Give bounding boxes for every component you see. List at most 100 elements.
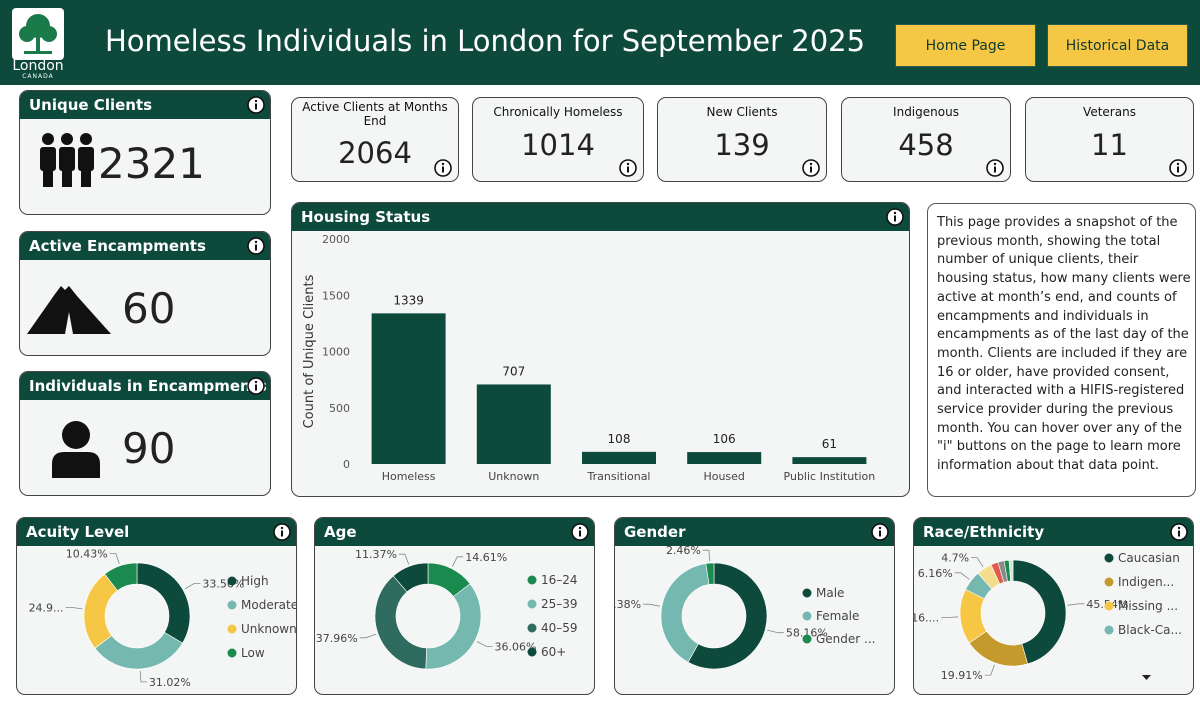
kpi-value: 2064 [338,136,412,170]
info-icon[interactable] [433,158,453,178]
chart-title: Race/Ethnicity [914,518,1193,546]
kpi-title: Indigenous [893,105,959,119]
bar [687,452,762,464]
card-value: 2321 [98,139,205,188]
chart-title: Age [315,518,594,546]
y-tick-label: 1000 [322,346,350,359]
legend-label: Missing ... [1118,599,1178,613]
info-icon[interactable] [985,158,1005,178]
leader-line [984,664,995,676]
info-icon[interactable] [1168,158,1188,178]
bar [582,451,656,464]
x-tick-label: Public Institution [784,470,876,483]
legend-marker [527,599,537,609]
bar-chart: 0 500 1000 1500 2000 Count of Unique Clients 1… [302,233,876,483]
info-stem [1178,530,1180,537]
info-icon[interactable] [570,522,590,542]
leader-line [359,633,377,639]
kpi-card: Chronically Homeless 1014 [472,97,644,182]
kpi-title: New Clients [706,105,778,119]
x-tick-label: Transitional [587,470,651,483]
leader-line [65,607,83,610]
legend-marker [527,575,537,585]
history-button[interactable]: Historical Data [1047,24,1188,67]
legend-label: Black-Ca... [1118,623,1182,637]
card-value: 60 [122,284,176,333]
data-label: 1339 [393,293,424,307]
card-value: 90 [122,424,176,473]
legend-marker [1104,625,1114,635]
x-tick-label: Unknown [488,470,539,483]
info-icon[interactable] [272,522,292,542]
legend-marker [527,623,537,633]
leader-line [643,603,660,607]
leader-line [109,553,120,565]
legend-label: 16–24 [541,573,578,587]
info-stem [579,530,581,537]
kpi-title: Chronically Homeless [493,105,623,119]
info-dot [441,162,445,166]
data-label: 106 [713,432,736,446]
info-stem [627,166,629,173]
info-icon[interactable] [246,376,266,396]
card: Individuals in Encampments 90 [19,371,271,496]
y-tick-label: 1500 [322,289,350,302]
info-icon[interactable] [618,158,638,178]
info-icon[interactable] [885,207,905,227]
donut-slice [392,562,429,593]
data-label: 11.37% [355,548,397,561]
description-card: This page provides a snapshot of the pre… [927,203,1196,497]
leader-line [954,572,970,580]
kpi-value: 458 [898,128,954,162]
info-icon[interactable] [246,236,266,256]
data-label: 24.9... [29,601,64,614]
info-stem [281,530,283,537]
legend-marker [227,600,237,610]
card: Active Encampments 60 [19,231,271,356]
chart-title: Acuity Level [17,518,296,546]
legend-label: Unknown [241,622,296,636]
logo-country: CANADA [22,73,54,80]
y-tick-label: 500 [329,402,350,415]
home-button[interactable]: Home Page [895,24,1036,67]
people-icon [40,133,94,187]
info-dot [1177,526,1181,530]
legend-label: 25–39 [541,597,578,611]
info-icon[interactable] [246,95,266,115]
legend-marker [1104,553,1114,563]
info-dot [993,162,997,166]
info-dot [254,380,258,384]
info-dot [1176,162,1180,166]
x-tick-label: Homeless [382,470,436,483]
legend-label: Indigen... [1118,575,1174,589]
data-label: 36.06% [495,640,537,653]
legend-scroll[interactable] [1142,675,1151,680]
data-label: 108 [608,432,631,446]
data-label: 58.16% [786,627,828,640]
donut-chart: 58.16% 39.38% 2.46% Male Female Gender ... [615,544,875,670]
donut-slice [687,562,768,670]
card-title: Unique Clients [20,91,270,119]
legend-marker [802,634,812,644]
data-label: 2.46% [666,544,701,557]
info-icon[interactable] [1169,522,1189,542]
data-label: 19.91% [941,669,983,682]
info-stem [994,166,996,173]
legend-marker [1104,577,1114,587]
chart-title: Gender [615,518,894,546]
kpi-card: New Clients 139 [657,97,827,182]
page-title: Homeless Individuals in London for Septe… [104,24,866,58]
info-stem [1177,166,1179,173]
legend-label: Low [241,646,265,660]
info-stem [255,244,257,251]
data-label: 14.61% [465,551,507,564]
info-icon[interactable] [801,158,821,178]
legend-label: Gender ... [816,632,875,646]
legend-label: Caucasian [1118,551,1180,565]
data-label: 10.43% [66,548,108,561]
tent-icon [27,286,111,334]
info-icon[interactable] [870,522,890,542]
leader-line [702,549,711,562]
info-stem [894,215,896,222]
